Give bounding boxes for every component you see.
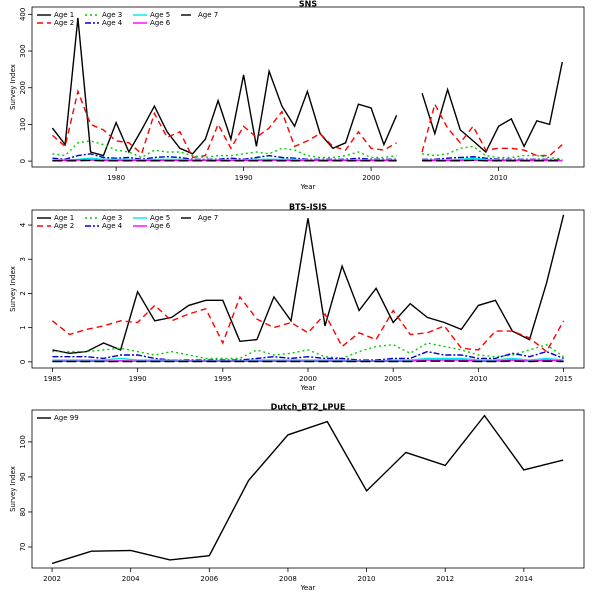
x-tick-label: 2004: [122, 575, 140, 583]
x-axis-label: Year: [300, 183, 316, 191]
y-tick-label: 0: [19, 360, 27, 364]
chart-title: Dutch_BT2_LPUE: [271, 403, 346, 412]
x-tick-label: 1995: [214, 375, 232, 383]
y-tick-label: 90: [19, 472, 27, 481]
legend-label: Age 7: [198, 11, 218, 19]
x-tick-label: 2000: [362, 174, 380, 182]
x-tick-label: 2015: [555, 375, 573, 383]
series-line: [51, 414, 564, 565]
series-line: [51, 89, 563, 159]
y-tick-label: 3: [19, 257, 27, 261]
legend-label: Age 2: [54, 19, 74, 27]
legend-label: Age 7: [198, 214, 218, 222]
legend-label: Age 3: [102, 11, 122, 19]
y-axis-label: Survey Index: [9, 466, 17, 512]
y-tick-label: 4: [19, 222, 27, 227]
legend-label: Age 4: [102, 19, 123, 27]
chart-title: BTS-ISIS: [289, 203, 327, 212]
x-tick-label: 2014: [515, 575, 533, 583]
x-axis-label: Year: [300, 584, 316, 592]
plot-frame: [31, 409, 585, 569]
chart-title: SNS: [299, 0, 317, 9]
x-tick-label: 1985: [44, 375, 62, 383]
x-tick-label: 2010: [490, 174, 508, 182]
y-tick-label: 2: [19, 291, 27, 295]
x-tick-label: 2000: [299, 375, 317, 383]
series-line: [52, 214, 565, 355]
x-tick-label: 2006: [200, 575, 218, 583]
y-tick-label: 0: [19, 159, 27, 163]
legend-label: Age 1: [54, 214, 74, 222]
y-tick-label: 100: [19, 118, 27, 131]
legend-label: Age 4: [102, 222, 123, 230]
x-tick-label: 2008: [279, 575, 297, 583]
y-axis-label: Survey Index: [9, 64, 17, 110]
legend-label: Age 5: [150, 11, 170, 19]
x-tick-label: 2002: [43, 575, 61, 583]
plot-frame: [31, 209, 585, 369]
series-line: [52, 342, 565, 360]
y-axis-label: Survey Index: [9, 266, 17, 312]
x-tick-label: 2012: [436, 575, 454, 583]
y-tick-label: 100: [19, 435, 27, 448]
x-tick-label: 2010: [358, 575, 376, 583]
legend-label: Age 6: [150, 222, 171, 230]
x-tick-label: 1980: [107, 174, 125, 182]
y-tick-label: 200: [19, 81, 27, 94]
x-axis-label: Year: [300, 384, 316, 392]
y-tick-label: 1: [19, 325, 27, 329]
y-tick-label: 400: [19, 8, 27, 21]
legend-label: Age 99: [54, 414, 79, 422]
series-line: [51, 295, 565, 353]
plot-frame: [31, 6, 585, 168]
y-tick-label: 300: [19, 44, 27, 57]
legend-label: Age 3: [102, 214, 122, 222]
series-line: [52, 357, 564, 362]
series-line: [52, 350, 564, 361]
y-tick-label: 80: [19, 507, 27, 516]
x-tick-label: 2010: [469, 375, 487, 383]
y-tick-label: 70: [19, 543, 27, 552]
x-tick-label: 1990: [235, 174, 253, 182]
legend-label: Age 5: [150, 214, 170, 222]
legend-label: Age 6: [150, 19, 171, 27]
legend-label: Age 2: [54, 222, 74, 230]
series-line: [52, 140, 563, 160]
series-line: [51, 17, 563, 157]
x-tick-label: 2005: [384, 375, 402, 383]
legend-label: Age 1: [54, 11, 74, 19]
x-tick-label: 1990: [129, 375, 147, 383]
